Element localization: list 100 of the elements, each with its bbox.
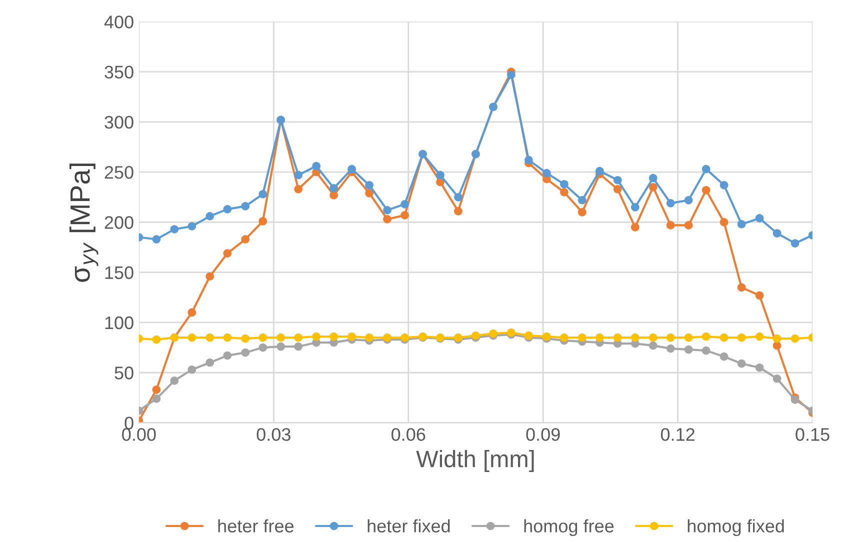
point xyxy=(241,334,250,343)
point xyxy=(206,212,214,220)
y-tick-label: 300 xyxy=(104,116,134,129)
point xyxy=(365,333,374,342)
point xyxy=(152,335,161,344)
point xyxy=(241,348,250,357)
point xyxy=(613,333,622,342)
point xyxy=(241,235,250,244)
point xyxy=(772,341,782,350)
x-tick-label: 0.00 xyxy=(122,428,156,441)
x-tick-label: 0.12 xyxy=(660,428,694,441)
legend-label: homog fixed xyxy=(688,519,784,536)
point xyxy=(258,333,268,342)
point xyxy=(454,192,462,202)
x-axis-title: Width [mm] xyxy=(416,450,534,472)
point xyxy=(436,170,444,180)
point xyxy=(666,344,675,353)
y-tick-label: 250 xyxy=(104,166,134,179)
y-tick-label: 400 xyxy=(104,16,134,28)
y-tick-label: 200 xyxy=(104,216,134,229)
point xyxy=(188,222,196,230)
point xyxy=(400,211,409,220)
point xyxy=(206,358,214,367)
y-tick-label: 100 xyxy=(105,316,134,330)
point xyxy=(613,176,622,184)
y-tick-label: 50 xyxy=(114,366,134,380)
point xyxy=(223,333,232,342)
point xyxy=(790,334,800,343)
point xyxy=(648,182,658,192)
point xyxy=(365,180,374,190)
point xyxy=(170,376,179,385)
point xyxy=(258,217,268,226)
point xyxy=(524,156,533,164)
point xyxy=(258,343,268,352)
point xyxy=(737,333,746,342)
point xyxy=(648,174,658,182)
point xyxy=(720,352,728,361)
point xyxy=(348,164,356,174)
point xyxy=(613,184,622,194)
point xyxy=(276,333,285,342)
point xyxy=(648,333,658,342)
point xyxy=(684,345,693,354)
legend-label: heter free xyxy=(218,519,294,532)
point xyxy=(755,291,764,300)
x-tick-label: 0.09 xyxy=(526,428,560,441)
point xyxy=(294,333,303,342)
point xyxy=(755,214,764,222)
point xyxy=(702,346,710,355)
point xyxy=(684,333,693,342)
point xyxy=(772,229,782,238)
point xyxy=(188,308,196,317)
point xyxy=(560,180,568,188)
point xyxy=(542,168,551,178)
point xyxy=(702,186,710,194)
point xyxy=(152,235,161,244)
point xyxy=(684,221,693,230)
point xyxy=(330,184,338,192)
point xyxy=(755,332,764,341)
point xyxy=(152,386,161,394)
point xyxy=(383,206,392,214)
point xyxy=(666,333,675,342)
legend-label: heter fixed xyxy=(368,519,450,532)
point xyxy=(755,363,764,372)
point xyxy=(188,365,196,374)
point xyxy=(294,342,303,351)
point xyxy=(206,272,214,281)
point xyxy=(170,225,179,234)
point xyxy=(507,70,516,79)
point xyxy=(223,205,232,214)
point xyxy=(737,359,746,368)
point xyxy=(312,332,320,341)
point xyxy=(383,215,392,224)
point xyxy=(258,190,268,198)
point xyxy=(630,333,640,342)
point xyxy=(720,180,728,190)
x-tick-label: 0.15 xyxy=(796,428,830,441)
x-tick-label: 0.03 xyxy=(256,428,290,441)
point xyxy=(772,334,782,343)
point xyxy=(560,188,568,196)
point xyxy=(223,351,232,360)
point xyxy=(578,333,586,342)
point xyxy=(737,283,746,292)
point xyxy=(348,332,356,341)
point xyxy=(152,394,161,403)
point xyxy=(241,202,250,210)
point xyxy=(630,203,640,212)
point xyxy=(330,332,338,341)
point xyxy=(578,208,586,216)
point xyxy=(790,239,800,248)
y-tick-label: 0 xyxy=(124,416,134,430)
point xyxy=(666,221,675,230)
y-axis-title: σ$_{yy}$ [MPa] xyxy=(70,164,98,282)
point xyxy=(666,199,675,208)
point xyxy=(206,333,214,342)
point xyxy=(648,341,658,350)
point xyxy=(365,188,374,198)
point xyxy=(772,374,782,383)
point xyxy=(400,200,409,208)
point xyxy=(276,342,285,351)
x-tick-label: 0.06 xyxy=(392,428,426,441)
